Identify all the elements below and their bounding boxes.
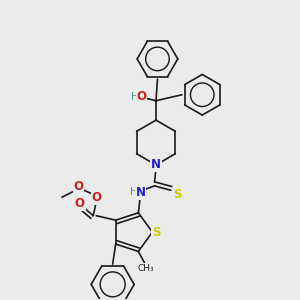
Text: H: H xyxy=(131,92,139,102)
Text: S: S xyxy=(172,188,181,201)
Text: CH₃: CH₃ xyxy=(137,264,154,273)
Text: O: O xyxy=(91,191,101,204)
Text: H: H xyxy=(130,188,137,197)
Text: N: N xyxy=(151,158,161,171)
Text: S: S xyxy=(152,226,160,238)
Text: O: O xyxy=(73,180,83,193)
Text: O: O xyxy=(75,197,85,210)
Text: N: N xyxy=(135,186,146,199)
Text: O: O xyxy=(136,90,147,103)
